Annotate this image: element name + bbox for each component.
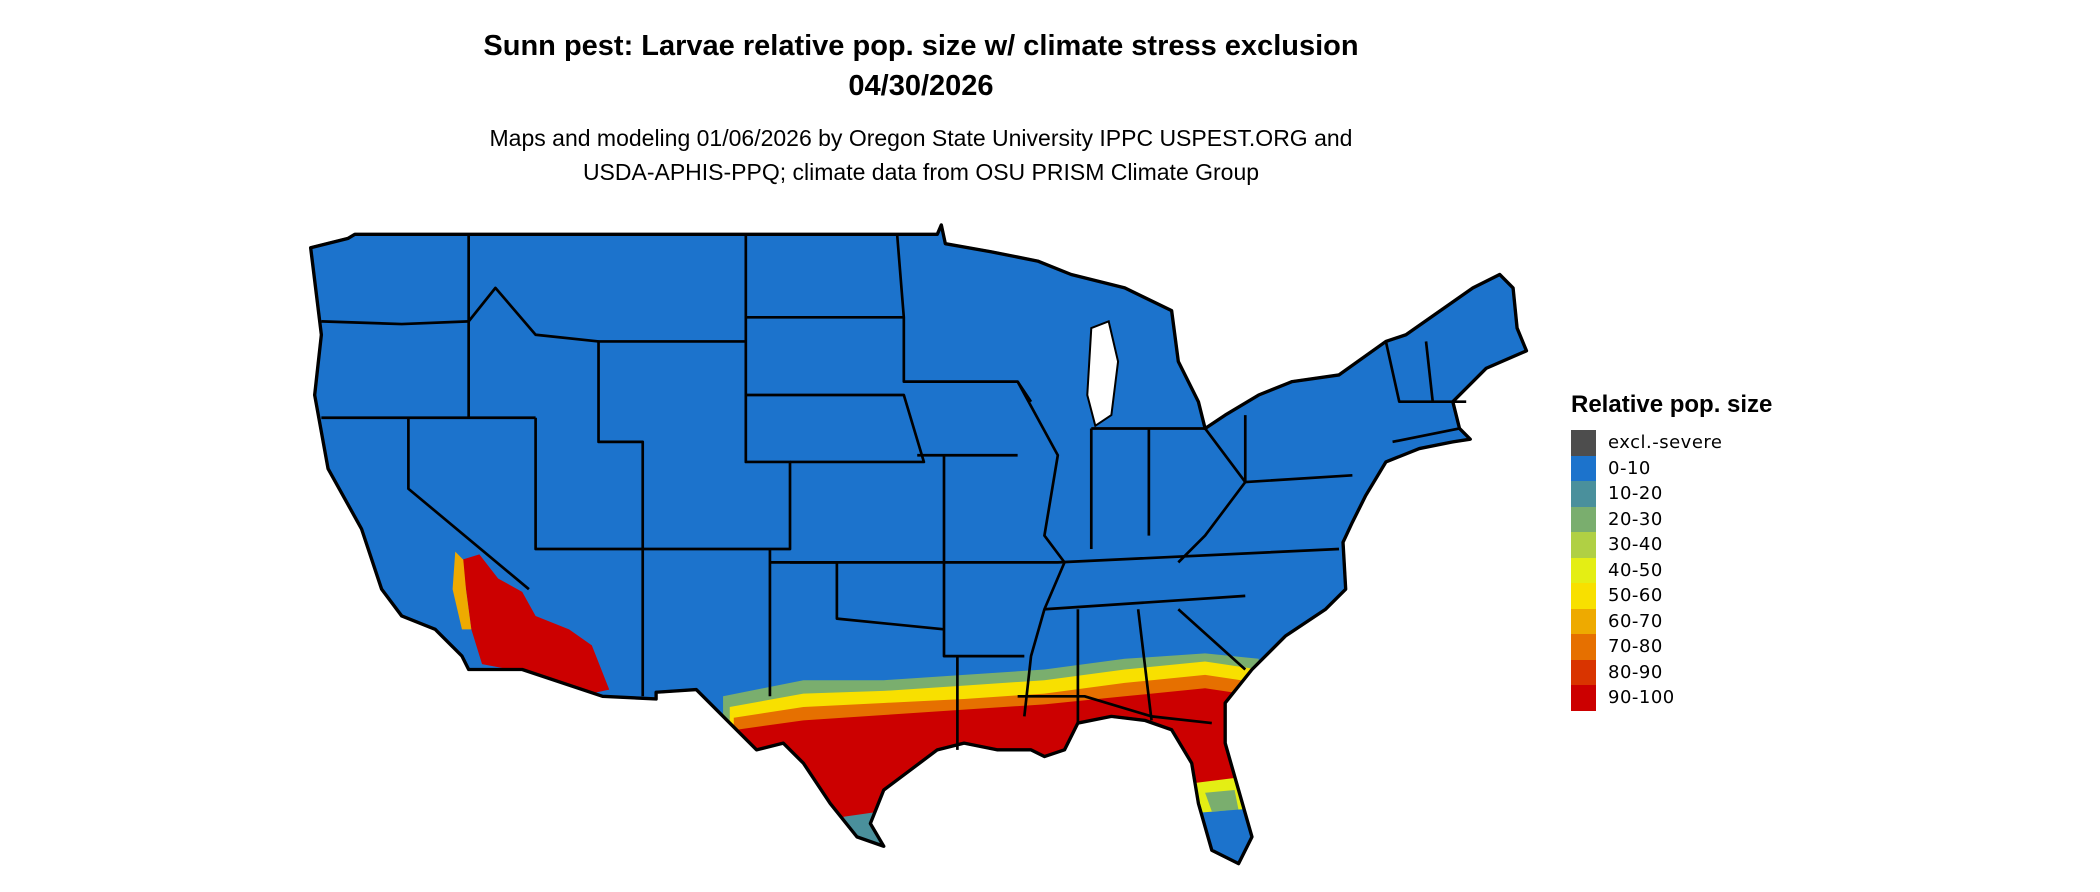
legend-label: 30-40 <box>1608 534 1663 556</box>
lake-michigan <box>1086 320 1120 428</box>
map-region-florida-blue <box>1198 807 1266 864</box>
legend-label: 0-10 <box>1608 457 1651 479</box>
map-date: 04/30/2026 <box>848 70 994 102</box>
legend-swatch <box>1571 685 1596 711</box>
legend-swatch <box>1571 430 1596 456</box>
legend-swatch <box>1571 481 1596 507</box>
legend-item: 10-20 <box>1571 481 1772 507</box>
map-region-florida-green <box>1205 790 1239 812</box>
legend-swatch <box>1571 455 1596 481</box>
map-region-south-texas <box>843 810 891 857</box>
map-subtitle-line2: USDA-APHIS-PPQ; climate data from OSU PR… <box>582 159 1260 185</box>
legend-swatch <box>1571 557 1596 583</box>
legend-item: 0-10 <box>1571 455 1772 481</box>
map-region-southwest-warm <box>452 551 472 630</box>
legend-swatch <box>1571 583 1596 609</box>
map-title: Sunn pest: Larvae relative pop. size w/ … <box>483 30 1359 62</box>
legend-label: 60-70 <box>1608 610 1663 632</box>
legend-item: 30-40 <box>1571 532 1772 558</box>
legend-swatch <box>1571 659 1596 685</box>
legend-item: 60-70 <box>1571 608 1772 634</box>
legend-label: 70-80 <box>1608 636 1663 658</box>
legend-swatch <box>1571 634 1596 660</box>
legend-label: 80-90 <box>1608 661 1663 683</box>
state-boundaries <box>308 223 1529 866</box>
legend-swatch <box>1571 532 1596 558</box>
map-subtitle-line1: Maps and modeling 01/06/2026 by Oregon S… <box>489 125 1353 151</box>
legend-item: 50-60 <box>1571 583 1772 609</box>
legend-label: 50-60 <box>1608 585 1663 607</box>
legend-swatch <box>1571 608 1596 634</box>
legend-item: excl.-severe <box>1571 430 1772 456</box>
legend-swatch <box>1571 506 1596 532</box>
legend-item: 40-50 <box>1571 557 1772 583</box>
map-region-southwest-hot <box>461 554 610 697</box>
legend: Relative pop. size excl.-severe 0-10 10-20… <box>1571 390 1772 711</box>
legend-item: 70-80 <box>1571 634 1772 660</box>
legend-items: excl.-severe 0-10 10-20 20-30 30-40 40-50 50-6… <box>1571 430 1772 711</box>
legend-label: 90-100 <box>1608 687 1675 709</box>
legend-item: 90-100 <box>1571 685 1772 711</box>
legend-item: 20-30 <box>1571 506 1772 532</box>
legend-label: 40-50 <box>1608 559 1663 581</box>
legend-item: 80-90 <box>1571 659 1772 685</box>
legend-label: 10-20 <box>1608 483 1663 505</box>
legend-label: 20-30 <box>1608 508 1663 530</box>
legend-label: excl.-severe <box>1608 432 1723 454</box>
legend-title: Relative pop. size <box>1571 391 1773 418</box>
